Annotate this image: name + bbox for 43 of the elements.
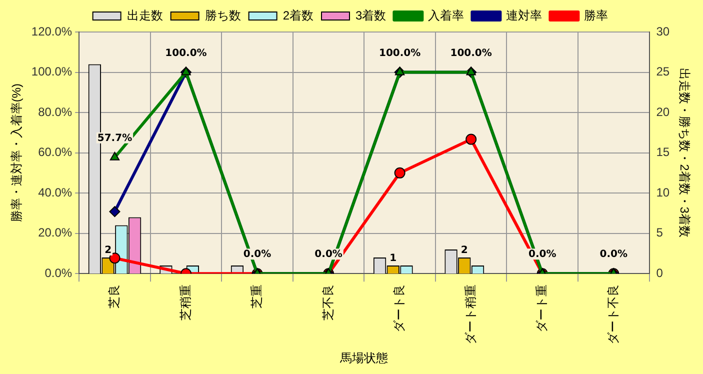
x-tick-label: 芝稍重 (178, 284, 192, 321)
data-label: 2 (460, 245, 468, 256)
legend-label: 連対率 (506, 8, 542, 22)
y2-tick-label: 25 (656, 64, 670, 79)
legend-label: 勝率 (584, 8, 608, 22)
y2-axis-title: 出走数・勝ち数・2着数・3着数 (677, 68, 692, 238)
y-tick-label: 20.0% (38, 226, 72, 240)
y-tick-label: 60.0% (38, 145, 72, 160)
data-label: 2 (104, 245, 112, 256)
legend-label: 勝ち数 (204, 8, 241, 22)
x-tick-label: 芝良 (107, 284, 122, 309)
y2-tick-label: 15 (656, 145, 670, 160)
y-tick-label: 100.0% (31, 64, 72, 79)
data-label: 0.0% (600, 249, 628, 260)
y-tick-label: 40.0% (38, 185, 72, 200)
data-label: 100.0% (378, 48, 421, 59)
y-tick-label: 80.0% (38, 104, 72, 119)
y2-tick-label: 0 (656, 266, 664, 280)
legend-label: 2着数 (282, 8, 314, 22)
legend-label: 出走数 (126, 8, 163, 22)
data-label: 57.7% (97, 133, 132, 144)
x-tick-label: ダート不良 (606, 284, 620, 345)
y2-tick-label: 5 (656, 226, 664, 240)
y2-tick-label: 30 (656, 24, 670, 38)
data-label: 100.0% (450, 48, 492, 59)
x-axis-title: 馬場状態 (339, 351, 388, 366)
y2-tick-label: 10 (656, 185, 670, 200)
x-tick-label: 芝不良 (320, 284, 335, 321)
x-tick-label: 芝重 (250, 284, 264, 309)
y-axis-title: 勝率・連対率・入着率(%) (10, 83, 24, 222)
data-label: 0.0% (243, 249, 272, 260)
y-tick-label: 0.0% (44, 266, 72, 280)
x-tick-label: ダート良 (392, 284, 406, 333)
legend-label: 入着率 (428, 8, 464, 22)
data-label: 0.0% (528, 249, 556, 260)
y2-tick-label: 20 (656, 104, 670, 119)
data-label: 1 (390, 253, 397, 264)
y-tick-label: 120.0% (31, 24, 72, 38)
x-tick-label: ダート重 (534, 284, 549, 333)
data-label: 100.0% (165, 48, 207, 59)
x-tick-label: ダート稍重 (463, 284, 478, 345)
data-label: 0.0% (314, 249, 342, 260)
legend-label: 3着数 (356, 8, 386, 22)
